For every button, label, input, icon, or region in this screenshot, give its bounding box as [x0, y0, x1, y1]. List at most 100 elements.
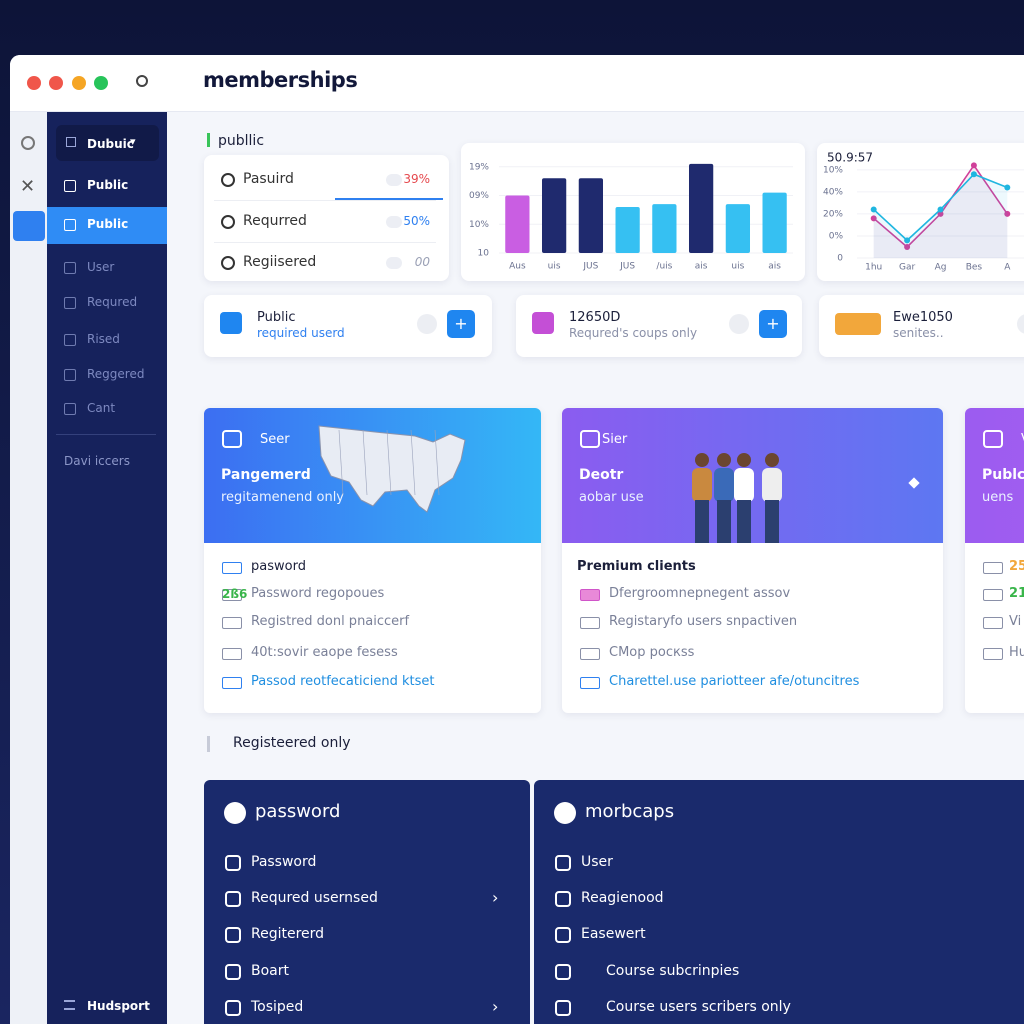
- item-text[interactable]: Charettel.use pariotteer afe/otuncitres: [609, 674, 860, 689]
- sidebar-item[interactable]: Public: [87, 217, 129, 231]
- status-pill: [386, 215, 402, 228]
- add-button[interactable]: +: [447, 310, 475, 338]
- item-text[interactable]: 40t:sovir eaope fesess: [251, 645, 398, 660]
- radio[interactable]: [221, 214, 235, 229]
- zoom-dot[interactable]: [72, 76, 86, 90]
- toggle[interactable]: [417, 314, 437, 334]
- panel-item-icon: [555, 999, 571, 1016]
- close-dot[interactable]: [27, 76, 41, 90]
- status-label: Requrred: [243, 212, 307, 229]
- minimize-dot[interactable]: [49, 76, 63, 90]
- item-text[interactable]: CMop pocкss: [609, 645, 695, 660]
- x-tick-label: A: [1004, 263, 1011, 273]
- item-text[interactable]: 21%: [1009, 586, 1024, 601]
- point: [937, 206, 944, 213]
- map-border: [338, 429, 344, 496]
- panel-item[interactable]: Boart: [251, 962, 289, 979]
- item-text[interactable]: Dfergroomnepnegent assov: [609, 586, 791, 601]
- panel-item[interactable]: Password: [251, 854, 317, 870]
- rail-active-icon[interactable]: [13, 211, 45, 241]
- item-text[interactable]: Vi: [1009, 614, 1022, 629]
- toggle[interactable]: [729, 314, 749, 334]
- chart: [692, 453, 782, 543]
- panel-item-icon: [225, 855, 241, 871]
- rail-icon[interactable]: [21, 136, 35, 150]
- y-tick-label: 0%: [829, 231, 844, 241]
- rail-close-icon[interactable]: ✕: [20, 176, 36, 197]
- item-text[interactable]: Registaryfo users snpactiven: [609, 614, 798, 629]
- item-text[interactable]: Password regopoues: [251, 586, 385, 601]
- sidebar-item[interactable]: User: [87, 260, 115, 274]
- person-legs: [765, 500, 779, 543]
- sidebar-item[interactable]: Cant: [87, 401, 116, 415]
- point: [1004, 184, 1011, 191]
- card-title: Publc: [982, 467, 1024, 483]
- sidebar-icon: [64, 180, 76, 192]
- card-tag-icon: [222, 430, 242, 448]
- panel-title: morbcaps: [585, 801, 675, 822]
- point: [904, 237, 911, 244]
- sidebar-footer[interactable]: Hudsport: [87, 999, 150, 1013]
- item-text[interactable]: Premium clients: [577, 559, 696, 574]
- item-text[interactable]: 25: [1009, 559, 1024, 574]
- x-tick-label: 1hu: [865, 263, 882, 273]
- item-icon: [580, 589, 600, 601]
- item-icon: [580, 648, 600, 660]
- item-text[interactable]: pasword: [251, 559, 306, 574]
- chart-title: 50.9:57: [827, 151, 873, 165]
- stat-card: [516, 295, 802, 357]
- sidebar-item[interactable]: Public: [87, 178, 129, 192]
- panel-item[interactable]: Tosiped: [251, 998, 304, 1015]
- stat-subtitle: senites..: [893, 326, 944, 340]
- person-head: [695, 453, 709, 467]
- panel-item[interactable]: Easewert: [581, 926, 646, 943]
- panel-item[interactable]: Requred usernsed: [251, 890, 378, 907]
- x-tick-label: uis: [548, 262, 561, 272]
- add-button[interactable]: +: [759, 310, 787, 338]
- person-head: [765, 453, 779, 467]
- sidebar: [47, 112, 167, 1024]
- chevron[interactable]: ›: [492, 888, 499, 908]
- dropdown-icon: [66, 137, 76, 147]
- panel-item[interactable]: Course users scribers only: [606, 998, 791, 1015]
- item-text[interactable]: Passod reotfecaticiend ktset: [251, 674, 435, 689]
- item-text[interactable]: Registred donl pnaiccerf: [251, 614, 410, 629]
- search-icon[interactable]: [136, 75, 148, 87]
- item-icon: [222, 617, 242, 629]
- sidebar-item[interactable]: Requred: [87, 295, 138, 309]
- panel-title: password: [255, 801, 341, 822]
- app-title: memberships: [203, 68, 358, 92]
- panel-item-icon: [225, 927, 241, 944]
- panel-item[interactable]: User: [581, 854, 613, 870]
- panel-item[interactable]: Course subcrinpies: [606, 962, 740, 979]
- section-marker: [207, 133, 210, 147]
- status-label: Pasuird: [243, 171, 294, 187]
- item-text[interactable]: Hu: [1009, 645, 1024, 660]
- workspace-dropdown[interactable]: [56, 125, 159, 161]
- item-icon: [222, 677, 242, 689]
- item-icon: [580, 677, 600, 689]
- sidebar-divider: [56, 434, 156, 435]
- panel: [204, 780, 530, 1024]
- footer-icon: [64, 1000, 75, 1010]
- panel-item-icon: [555, 963, 571, 980]
- person-body: [714, 468, 734, 502]
- sidebar-item[interactable]: Rised: [87, 332, 120, 346]
- toggle[interactable]: [1017, 314, 1024, 334]
- extra-dot[interactable]: [94, 76, 108, 90]
- status-pill: [386, 174, 402, 186]
- panel-item[interactable]: Reagienood: [581, 890, 664, 907]
- panel-item-icon: [225, 963, 241, 980]
- card-tag: Sier: [602, 432, 628, 447]
- panel-item[interactable]: Regitererd: [251, 926, 325, 943]
- chevron[interactable]: ›: [492, 996, 499, 1016]
- sidebar-item[interactable]: Reggered: [87, 367, 145, 381]
- stat-title: 12650D: [569, 310, 621, 325]
- radio[interactable]: [221, 256, 235, 270]
- map-border: [434, 429, 440, 496]
- item-icon: [222, 562, 242, 574]
- radio[interactable]: [221, 173, 235, 187]
